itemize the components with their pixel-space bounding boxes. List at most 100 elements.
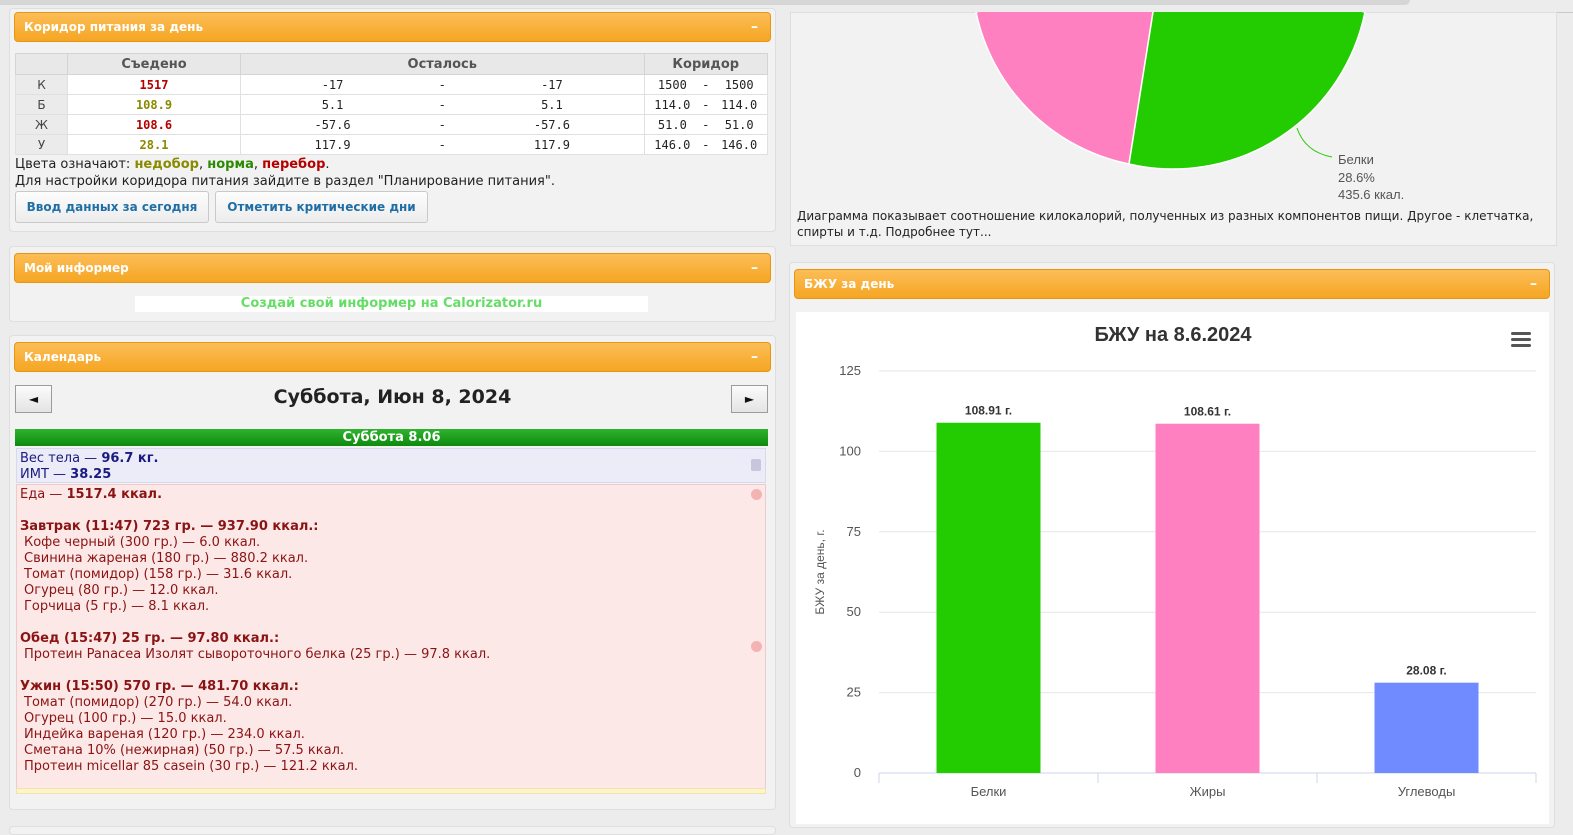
legend-dot: . bbox=[325, 157, 330, 172]
pie-slice-fat[interactable] bbox=[975, 12, 1160, 165]
corridor-min: 146.0 bbox=[643, 134, 701, 155]
table-row: У 28.1 117.9 - 117.9 146.0 - 146.0 bbox=[15, 134, 769, 155]
weight-label: Вес тела — bbox=[20, 451, 102, 466]
horizontal-scrollbar[interactable] bbox=[0, 0, 1410, 5]
dinner-title[interactable]: Ужин (15:50) 570 гр. — 481.70 ккал.: bbox=[20, 679, 299, 694]
apple-icon[interactable] bbox=[751, 489, 762, 500]
corridor-max: 114.0 bbox=[711, 94, 769, 115]
minimize-icon[interactable]: – bbox=[751, 260, 758, 276]
next-day-button[interactable]: ► bbox=[731, 385, 768, 413]
dash: - bbox=[424, 74, 461, 95]
bju-title: БЖУ за день bbox=[804, 277, 895, 291]
eaten-value: 108.9 bbox=[67, 94, 241, 115]
corridor-min: 51.0 bbox=[643, 114, 701, 135]
lunch-title[interactable]: Обед (15:47) 25 гр. — 97.80 ккал.: bbox=[20, 631, 280, 646]
corridor-title: Коридор питания за день bbox=[24, 20, 204, 34]
list-item: Кофе черный (300 гр.) — 6.0 ккал. bbox=[24, 535, 261, 550]
pie-label-kcal: 435.6 ккал. bbox=[1338, 187, 1404, 202]
eaten-value: 28.1 bbox=[67, 134, 241, 155]
dash: - bbox=[700, 74, 712, 95]
data-label: 108.61 г. bbox=[1184, 405, 1231, 419]
left-max: 117.9 bbox=[460, 134, 645, 155]
pie-caption: Диаграмма показывает соотношение килокал… bbox=[797, 209, 1534, 239]
minimize-icon[interactable]: – bbox=[1530, 276, 1537, 292]
mark-critical-days-button[interactable]: Отметить критические дни bbox=[215, 191, 428, 223]
list-item: Томат (помидор) (270 гр.) — 54.0 ккал. bbox=[24, 695, 293, 710]
x-tick-label: Углеводы bbox=[1398, 784, 1456, 799]
left-min: -17 bbox=[240, 74, 425, 95]
corridor-table: Съедено Осталось Коридор К 1517 -17 - -1… bbox=[15, 53, 769, 155]
weight-block: Вес тела — 96.7 кг. ИМТ — 38.25 bbox=[16, 448, 766, 483]
y-tick-label: 0 bbox=[854, 765, 861, 780]
corridor-header[interactable]: Коридор питания за день – bbox=[14, 12, 771, 42]
header-eaten: Съедено bbox=[67, 53, 241, 75]
pie-slice-protein[interactable] bbox=[1128, 12, 1366, 170]
corridor-min: 114.0 bbox=[643, 94, 701, 115]
chart-title: БЖУ на 8.6.2024 bbox=[1094, 324, 1252, 346]
scale-icon[interactable] bbox=[751, 459, 761, 471]
row-label: Ж bbox=[15, 114, 68, 135]
bar[interactable] bbox=[936, 422, 1041, 773]
left-max: 5.1 bbox=[460, 94, 645, 115]
y-tick-label: 75 bbox=[847, 524, 861, 539]
eaten-value: 1517 bbox=[67, 74, 241, 95]
bmi-label: ИМТ — bbox=[20, 467, 71, 482]
dash: - bbox=[700, 94, 712, 115]
weight-line: Вес тела — 96.7 кг. bbox=[20, 451, 762, 467]
bar[interactable] bbox=[1374, 682, 1479, 773]
minimize-icon[interactable]: – bbox=[751, 19, 758, 35]
legend-sep: , bbox=[253, 157, 263, 172]
breakfast-title[interactable]: Завтрак (11:47) 723 гр. — 937.90 ккал.: bbox=[20, 519, 319, 534]
list-item: Протеин micellar 85 casein (30 гр.) — 12… bbox=[24, 759, 359, 774]
calendar-header[interactable]: Календарь – bbox=[14, 342, 771, 372]
food-label: Еда — bbox=[20, 487, 67, 502]
input-today-button[interactable]: Ввод данных за сегодня bbox=[15, 191, 209, 223]
next-panel-edge bbox=[9, 826, 776, 835]
dash: - bbox=[700, 114, 712, 135]
bmi-line: ИМТ — 38.25 bbox=[20, 467, 762, 483]
informer-link[interactable]: Создай свой информер на Calorizator.ru bbox=[135, 296, 648, 312]
prev-day-button[interactable]: ◄ bbox=[15, 385, 52, 413]
list-item: Свинина жареная (180 гр.) — 880.2 ккал. bbox=[24, 551, 309, 566]
y-tick-label: 50 bbox=[847, 604, 861, 619]
food-block-footer bbox=[16, 788, 766, 794]
apple-icon[interactable] bbox=[751, 641, 762, 652]
minimize-icon[interactable]: – bbox=[751, 349, 758, 365]
calendar-date: Суббота, Июн 8, 2024 bbox=[273, 386, 512, 408]
bju-header[interactable]: БЖУ за день – bbox=[794, 269, 1550, 299]
informer-title: Мой информер bbox=[24, 261, 129, 275]
bar[interactable] bbox=[1155, 423, 1260, 773]
eaten-value: 108.6 bbox=[67, 114, 241, 135]
list-item: Томат (помидор) (158 гр.) — 31.6 ккал. bbox=[24, 567, 293, 582]
food-block: Еда — 1517.4 ккал. Завтрак (11:47) 723 г… bbox=[16, 484, 766, 790]
pie-label-connector bbox=[1296, 127, 1333, 158]
corridor-max: 146.0 bbox=[711, 134, 769, 155]
x-tick-label: Жиры bbox=[1190, 784, 1226, 799]
table-row: Б 108.9 5.1 - 5.1 114.0 - 114.0 bbox=[15, 94, 769, 115]
row-label: Б bbox=[15, 94, 68, 115]
bju-bar-chart: БЖУ на 8.6.2024 БЖУ за день, г. 0 25 50 75 1… bbox=[813, 324, 1537, 799]
dash: - bbox=[424, 134, 461, 155]
left-max: -57.6 bbox=[460, 114, 645, 135]
hamburger-menu-icon[interactable] bbox=[1511, 332, 1531, 347]
data-label: 28.08 г. bbox=[1406, 664, 1447, 678]
corridor-max: 51.0 bbox=[711, 114, 769, 135]
legend-prefix: Цвета означают: bbox=[15, 157, 135, 172]
dash: - bbox=[424, 94, 461, 115]
pie-label-name: Белки bbox=[1338, 152, 1374, 167]
list-item: Огурец (100 гр.) — 15.0 ккал. bbox=[24, 711, 227, 726]
color-legend: Цвета означают: недобор, норма, перебор. bbox=[15, 157, 330, 172]
y-tick-label: 100 bbox=[839, 443, 861, 458]
legend-norm: норма bbox=[207, 157, 254, 172]
dash: - bbox=[424, 114, 461, 135]
data-label: 108.91 г. bbox=[965, 404, 1012, 418]
informer-header[interactable]: Мой информер – bbox=[14, 253, 771, 283]
table-row: Ж 108.6 -57.6 - -57.6 51.0 - 51.0 bbox=[15, 114, 769, 135]
day-header: Суббота 8.06 bbox=[15, 429, 768, 446]
bju-chart-area: БЖУ на 8.6.2024 БЖУ за день, г. 0 25 50 75 1… bbox=[796, 312, 1549, 824]
table-row: К 1517 -17 - -17 1500 - 1500 bbox=[15, 74, 769, 95]
y-tick-label: 25 bbox=[847, 685, 861, 700]
left-min: 117.9 bbox=[240, 134, 425, 155]
calendar-title: Календарь bbox=[24, 350, 102, 364]
list-item: Индейка вареная (120 гр.) — 234.0 ккал. bbox=[24, 727, 305, 742]
